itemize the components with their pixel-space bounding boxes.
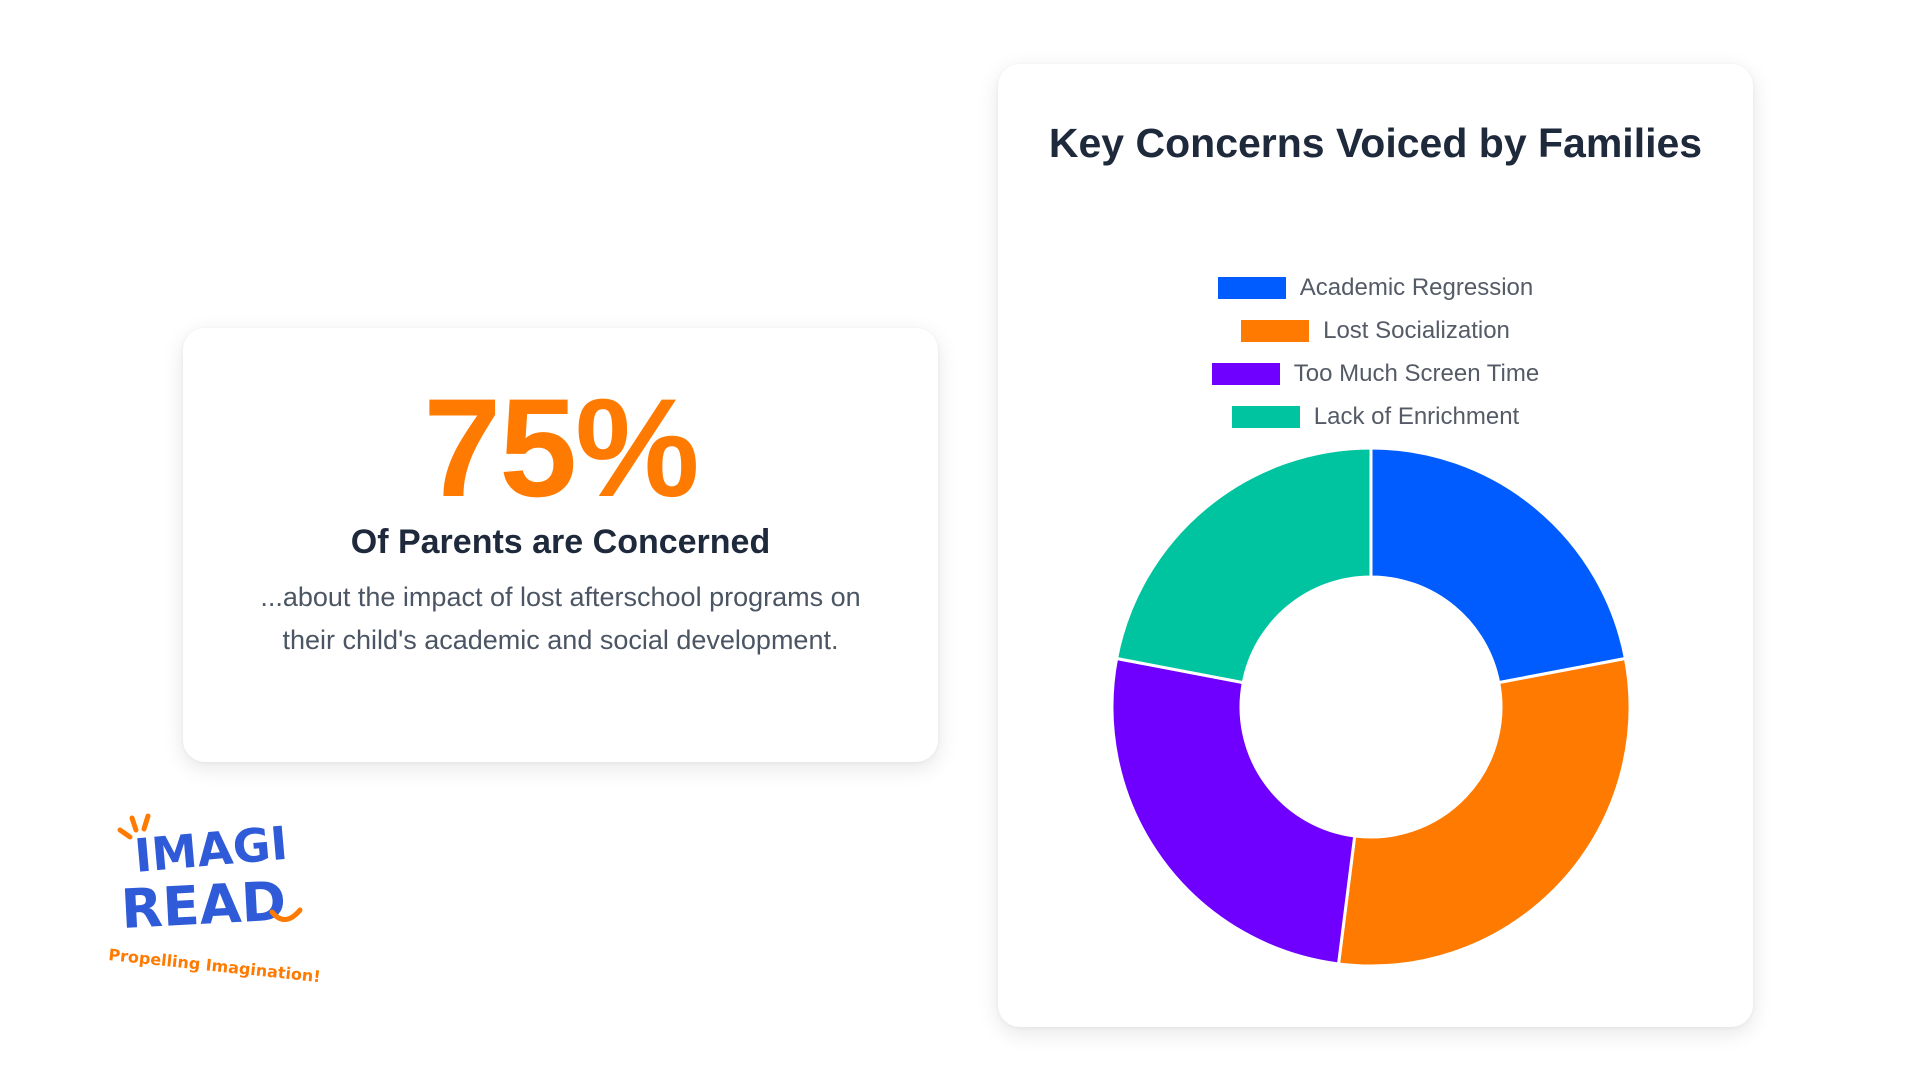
donut-slice-academic-regression[interactable] [1369,446,1628,685]
legend-label: Lack of Enrichment [1313,402,1520,430]
legend-swatch [1231,405,1300,428]
legend-label: Academic Regression [1299,273,1534,301]
stat-value: 75% [423,369,699,526]
stat-description: ...about the impact of lost afterschool … [260,582,861,655]
logo-tagline: Propelling Imagination! [108,945,322,986]
legend-swatch [1217,276,1286,299]
logo-line-2: READ [119,869,287,941]
legend-item-lost-socialization[interactable]: Lost Socialization [1241,309,1510,352]
stat-heading: Of Parents are Concerned [350,523,771,561]
imagiread-logo: IMAGI READ Propelling Imagination! [108,813,322,986]
stat-card: 75% Of Parents are Concerned ...about th… [183,328,938,762]
legend-swatch [1241,319,1310,342]
logo-line-1: IMAGI [132,816,289,883]
chart-card: Key Concerns Voiced by Families Academic… [998,64,1753,1027]
donut-chart [1110,446,1632,968]
legend-item-too-much-screen-time[interactable]: Too Much Screen Time [1211,352,1540,395]
donut-slice-lost-socialization[interactable] [1336,656,1632,968]
chart-title: Key Concerns Voiced by Families [1048,120,1703,166]
legend-item-academic-regression[interactable]: Academic Regression [1217,266,1534,309]
legend-swatch [1211,362,1280,385]
donut-slice-too-much-screen-time[interactable] [1110,656,1357,966]
legend-label: Lost Socialization [1323,316,1510,344]
legend-item-lack-of-enrichment[interactable]: Lack of Enrichment [1231,395,1520,438]
donut-slice-lack-of-enrichment[interactable] [1114,446,1373,685]
sparkle-icon [117,813,151,840]
chart-legend: Academic Regression Lost Socialization T… [998,266,1753,438]
legend-label: Too Much Screen Time [1293,359,1540,387]
smile-icon [269,907,303,922]
